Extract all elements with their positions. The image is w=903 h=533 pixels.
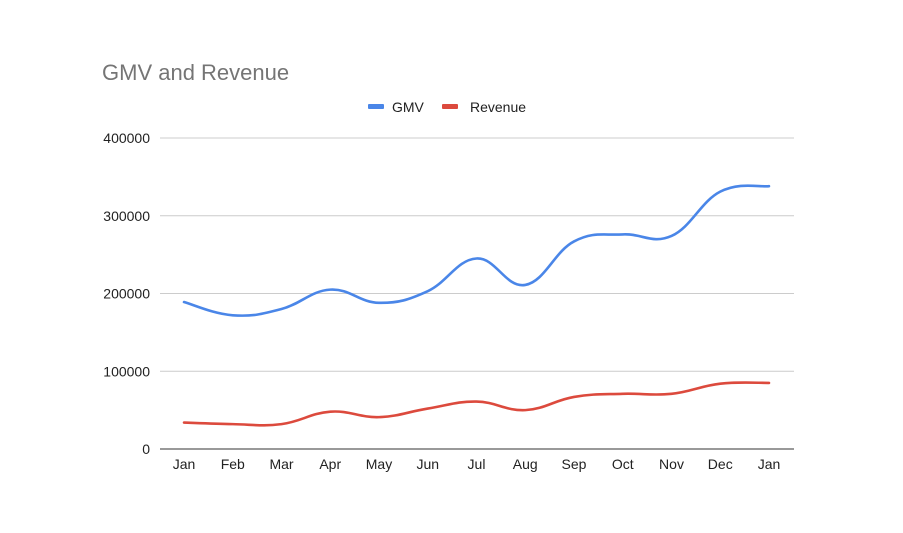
x-tick-label: Jan (758, 456, 781, 472)
y-tick-label: 200000 (103, 286, 150, 302)
x-tick-label: Dec (708, 456, 733, 472)
x-tick-label: Jul (468, 456, 486, 472)
x-tick-label: May (366, 456, 392, 472)
gridlines (160, 137, 794, 450)
legend-swatch-gmv (368, 104, 384, 109)
legend: GMV Revenue (368, 99, 526, 115)
legend-swatch-revenue (442, 104, 458, 109)
legend-label-revenue: Revenue (470, 99, 526, 115)
chart-title: GMV and Revenue (102, 60, 289, 85)
x-tick-label: Feb (221, 456, 245, 472)
x-tick-label: Oct (612, 456, 634, 472)
x-axis-ticks: Jan Feb Mar Apr May Jun Jul Aug Sep Oct Nov Dec Jan (173, 456, 781, 472)
y-tick-label: 0 (142, 441, 150, 457)
series-lines (182, 184, 771, 427)
x-tick-label: Mar (269, 456, 293, 472)
x-tick-label: Nov (659, 456, 684, 472)
y-tick-label: 400000 (103, 130, 150, 146)
y-axis-ticks: 0 100000 200000 300000 400000 (103, 130, 150, 457)
x-tick-label: Aug (513, 456, 538, 472)
x-tick-label: Jun (416, 456, 439, 472)
x-tick-label: Apr (319, 456, 341, 472)
y-tick-label: 300000 (103, 208, 150, 224)
series-line-revenue (182, 381, 771, 427)
y-tick-label: 100000 (103, 363, 150, 379)
legend-label-gmv: GMV (392, 99, 425, 115)
series-line-gmv (182, 184, 771, 317)
x-tick-label: Jan (173, 456, 196, 472)
x-tick-label: Sep (562, 456, 587, 472)
